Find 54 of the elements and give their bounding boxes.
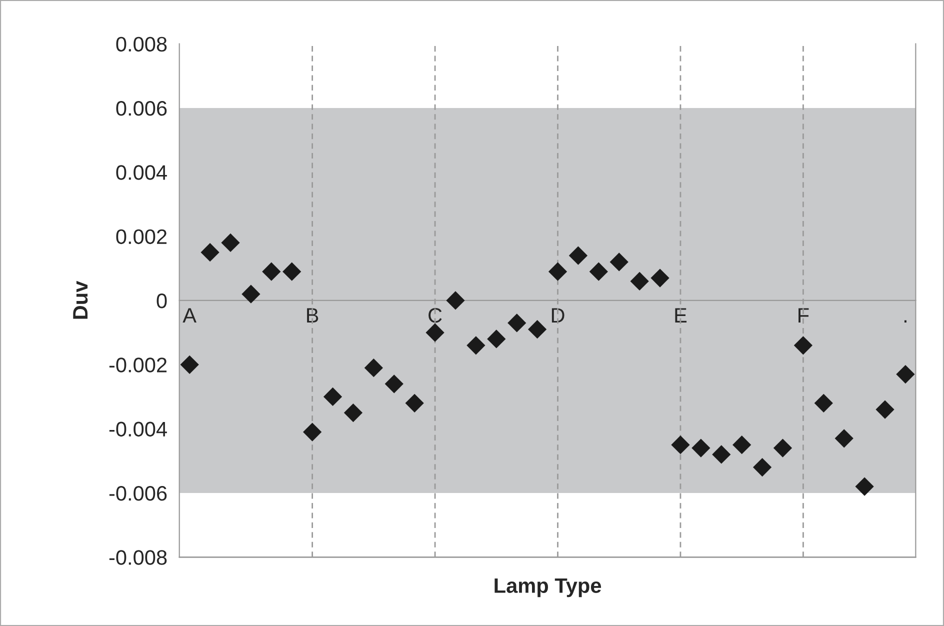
point xyxy=(405,394,424,412)
point xyxy=(692,438,710,458)
point xyxy=(589,262,608,281)
y-tick-label: 0.006 xyxy=(116,100,167,116)
point xyxy=(794,336,813,355)
x-axis-title: Lamp Type xyxy=(494,578,602,598)
point xyxy=(487,330,506,348)
point xyxy=(242,284,260,304)
point xyxy=(528,320,547,339)
x-tick-label: F xyxy=(798,308,809,323)
point xyxy=(364,358,383,378)
x-tick-label: B xyxy=(307,308,318,323)
point xyxy=(814,394,833,412)
y-tick-label: -0.004 xyxy=(109,422,167,437)
point xyxy=(834,429,854,448)
point xyxy=(568,246,588,265)
point xyxy=(466,336,486,355)
point xyxy=(344,403,363,422)
point xyxy=(712,445,731,464)
point xyxy=(876,400,894,419)
point xyxy=(323,387,342,406)
y-tick-label: -0.006 xyxy=(109,486,167,501)
point xyxy=(384,374,404,394)
point xyxy=(650,268,670,288)
y-tick-label: -0.008 xyxy=(109,550,167,565)
y-tick-label: 0.004 xyxy=(116,165,167,180)
point xyxy=(671,436,690,454)
y-tick-label: -0.002 xyxy=(109,358,167,372)
point xyxy=(180,355,199,374)
x-tick-label: D xyxy=(552,308,564,323)
y-tick-label: 0.002 xyxy=(116,229,167,244)
point xyxy=(426,323,444,342)
point xyxy=(262,262,281,281)
point xyxy=(446,291,465,310)
point xyxy=(200,243,220,262)
point xyxy=(732,436,752,454)
y-tick-label: 0 xyxy=(156,293,167,308)
point xyxy=(610,252,628,272)
y-axis-title: Duv xyxy=(73,280,88,319)
x-tick-label: A xyxy=(182,308,196,323)
y-tick-label: 0.008 xyxy=(116,36,167,52)
point xyxy=(282,262,302,281)
x-tick-label: E xyxy=(675,308,687,323)
x-tick-label: C xyxy=(428,308,442,323)
point xyxy=(773,438,792,458)
x-tick-label: . xyxy=(904,320,906,323)
point xyxy=(630,272,649,291)
point xyxy=(548,262,568,281)
point xyxy=(896,364,915,384)
point xyxy=(855,477,874,496)
point xyxy=(302,422,322,442)
point xyxy=(752,458,772,477)
point xyxy=(508,314,526,332)
point xyxy=(221,233,240,252)
